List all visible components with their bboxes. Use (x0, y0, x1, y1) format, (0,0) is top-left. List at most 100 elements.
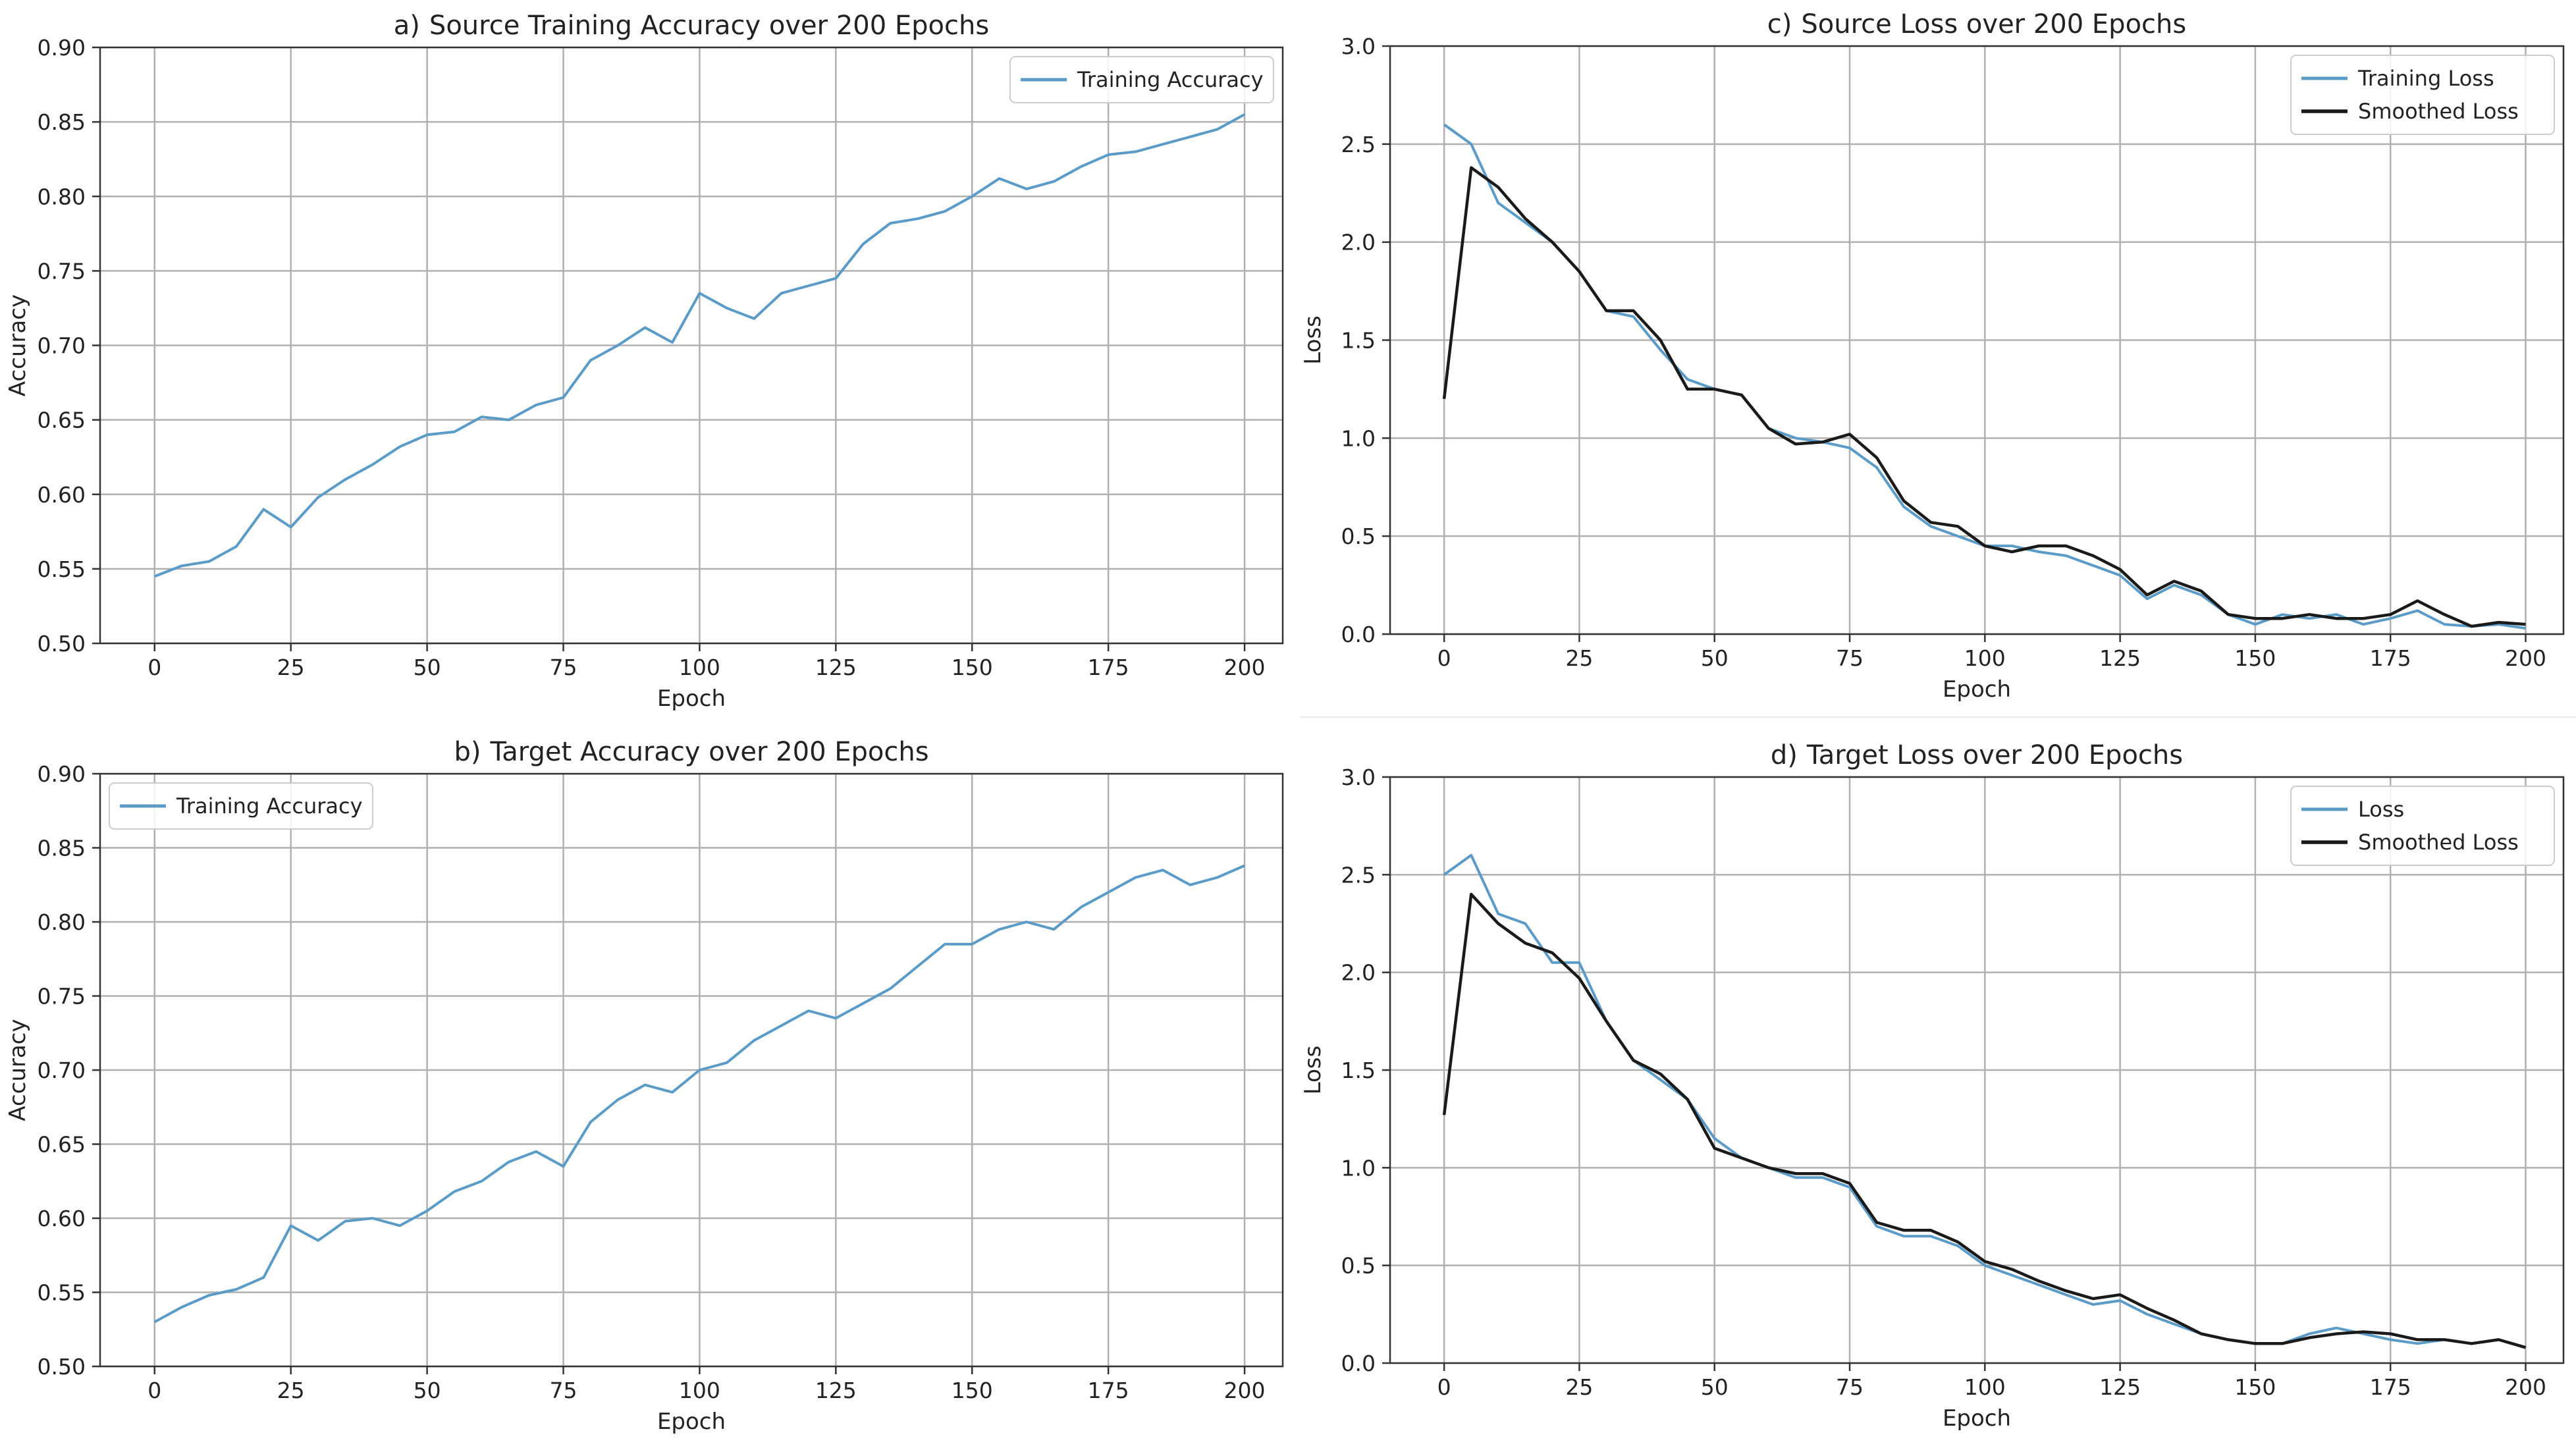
y-tick-label: 0.70 (38, 333, 86, 359)
legend-box (2290, 786, 2555, 866)
x-tick-label: 150 (952, 655, 993, 680)
x-tick-label: 25 (1565, 1374, 1593, 1400)
series-line-raw (153, 864, 1245, 1324)
chart-d: d) Target Loss over 200 Epochs 0 25 50 75 100 1… (1300, 740, 2565, 1432)
y-tick-label: 1.5 (1341, 1058, 1376, 1083)
x-tick-label: 75 (550, 1378, 577, 1403)
chart-b: b) Target Accuracy over 200 Epochs 0 25 50 75… (5, 737, 1284, 1435)
legend: Training Loss Smoothed Loss (2290, 55, 2555, 135)
series-line-smooth (1442, 166, 2526, 628)
legend-label: Training Accuracy (176, 793, 363, 819)
title-text: Target Loss over 200 Epochs (1806, 740, 2183, 770)
legend: Training Accuracy (109, 782, 373, 830)
y-axis-label: Loss (1301, 315, 1326, 365)
y-tick-label: 0.0 (1341, 622, 1376, 647)
x-axis-label: Epoch (1943, 1405, 2011, 1432)
chart-c: c) Source Loss over 200 Epochs 0 25 50 75 100 1… (1300, 9, 2565, 703)
chart-panel-b: b) Target Accuracy over 200 Epochs 0 25 50 75… (0, 718, 1301, 1449)
y-tick-label: 0.80 (38, 184, 86, 209)
x-tick-label: 0 (148, 655, 161, 680)
x-tick-label: 100 (679, 655, 720, 680)
x-axis-label: Epoch (657, 686, 726, 712)
panel-letter: d) (1771, 740, 1798, 770)
y-tick-label: 0.65 (38, 408, 86, 433)
x-tick-label: 175 (2370, 1374, 2411, 1400)
title-text: Source Loss over 200 Epochs (1801, 9, 2186, 40)
y-tick-label: 1.5 (1341, 328, 1376, 354)
y-tick-label: 0.55 (38, 556, 86, 582)
y-tick-label: 3.0 (1341, 34, 1376, 59)
x-tick-label: 200 (1224, 1378, 1266, 1403)
x-tick-label: 50 (1701, 645, 1729, 671)
x-tick-label: 50 (1701, 1374, 1729, 1400)
x-tick-label: 75 (1836, 645, 1864, 671)
x-tick-label: 150 (2234, 645, 2276, 671)
legend: Loss Smoothed Loss (2290, 786, 2555, 866)
y-tick-label: 0.85 (38, 836, 86, 861)
x-tick-label: 75 (1836, 1374, 1864, 1400)
y-tick-label: 0.75 (38, 258, 86, 284)
chart-title: a) Source Training Accuracy over 200 Epoc… (394, 11, 989, 41)
legend-label: Smoothed Loss (2358, 99, 2519, 124)
x-tick-label: 175 (1088, 1378, 1129, 1403)
y-tick-label: 0.5 (1341, 1253, 1376, 1279)
x-tick-label: 25 (277, 655, 305, 680)
legend-box (2290, 55, 2555, 135)
legend: Training Accuracy (1009, 56, 1274, 103)
legend-label: Loss (2358, 797, 2404, 822)
chart-title: b) Target Accuracy over 200 Epochs (454, 737, 928, 767)
x-tick-label: 150 (952, 1378, 993, 1403)
x-tick-label: 75 (550, 655, 577, 680)
x-tick-label: 0 (1437, 1374, 1451, 1400)
x-axis-label: Epoch (1943, 676, 2011, 703)
chart-title: c) Source Loss over 200 Epochs (1767, 9, 2186, 40)
y-tick-label: 0.0 (1341, 1351, 1376, 1376)
y-tick-label: 2.0 (1341, 230, 1376, 255)
panel-letter: a) (394, 11, 420, 41)
y-tick-label: 0.90 (38, 761, 86, 787)
x-tick-label: 25 (277, 1378, 305, 1403)
chart-title: d) Target Loss over 200 Epochs (1771, 740, 2183, 770)
y-tick-label: 0.65 (38, 1132, 86, 1158)
x-tick-label: 125 (2099, 645, 2141, 671)
legend-label: Training Loss (2357, 66, 2494, 91)
y-tick-label: 3.0 (1341, 765, 1376, 790)
series-line-raw (154, 113, 1246, 578)
y-tick-label: 2.5 (1341, 862, 1376, 888)
x-axis-label: Epoch (657, 1409, 726, 1435)
x-tick-label: 125 (815, 655, 857, 680)
y-tick-label: 0.5 (1341, 524, 1376, 549)
x-tick-label: 100 (1964, 1374, 2006, 1400)
y-tick-label: 0.55 (38, 1280, 86, 1306)
y-tick-label: 0.75 (38, 984, 86, 1009)
y-tick-label: 0.50 (38, 1354, 86, 1380)
panel-divider (1301, 716, 2576, 718)
x-tick-label: 125 (815, 1378, 857, 1403)
panel-letter: b) (454, 737, 481, 767)
series-line-smooth (1442, 892, 2527, 1349)
chart-panel-c: c) Source Loss over 200 Epochs 0 25 50 75 100 1… (1300, 0, 2576, 718)
y-axis-label: Accuracy (5, 294, 31, 396)
y-tick-label: 0.70 (38, 1058, 86, 1083)
x-tick-label: 200 (1224, 655, 1266, 680)
x-tick-label: 50 (414, 1378, 441, 1403)
x-tick-label: 100 (679, 1378, 720, 1403)
x-tick-label: 175 (1088, 655, 1129, 680)
x-tick-label: 200 (2505, 1374, 2546, 1400)
legend-label: Training Accuracy (1077, 67, 1264, 92)
x-tick-label: 0 (1437, 645, 1451, 671)
chart-a: a) Source Training Accuracy over 200 Epoc… (5, 11, 1284, 712)
x-tick-label: 0 (148, 1378, 161, 1403)
y-tick-label: 2.0 (1341, 960, 1376, 986)
chart-panel-a: a) Source Training Accuracy over 200 Epoc… (0, 0, 1301, 718)
y-axis-label: Loss (1301, 1046, 1326, 1095)
x-tick-label: 100 (1964, 645, 2006, 671)
y-tick-label: 1.0 (1341, 425, 1376, 451)
y-tick-label: 0.80 (38, 909, 86, 935)
y-tick-label: 2.5 (1341, 132, 1376, 157)
y-tick-label: 0.60 (38, 1206, 86, 1231)
legend-label: Smoothed Loss (2358, 830, 2519, 855)
x-tick-label: 50 (414, 655, 441, 680)
x-tick-label: 150 (2234, 1374, 2276, 1400)
legend-box (1009, 56, 1274, 103)
